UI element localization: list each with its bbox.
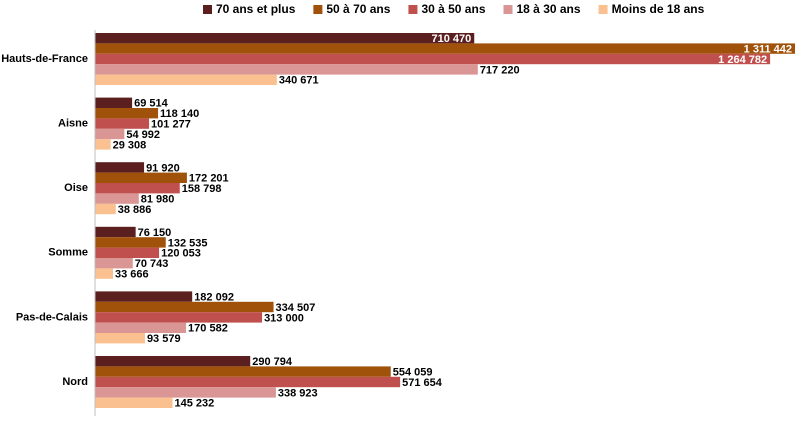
legend-swatch	[313, 5, 323, 14]
bar	[95, 53, 771, 65]
data-label: 554 059	[393, 367, 433, 379]
y-tick-label: Hauts-de-France	[1, 53, 88, 65]
legend-label: 70 ans et plus	[216, 2, 296, 16]
bar	[95, 312, 263, 323]
bar	[95, 247, 160, 258]
bar	[95, 64, 478, 75]
bar	[95, 387, 276, 398]
bar	[95, 108, 159, 119]
bar	[95, 333, 145, 344]
bar	[95, 268, 113, 279]
data-label: 132 535	[168, 237, 208, 249]
bar	[95, 366, 391, 377]
bar	[95, 322, 187, 333]
bar	[95, 193, 139, 204]
data-label: 158 798	[182, 183, 222, 195]
bar	[95, 139, 111, 150]
data-label: 710 470	[431, 33, 471, 45]
data-label: 91 920	[146, 162, 180, 174]
data-label: 170 582	[188, 323, 228, 335]
data-label: 717 220	[480, 64, 520, 76]
data-label: 338 923	[278, 387, 318, 399]
data-label: 313 000	[264, 312, 304, 324]
bar	[95, 33, 475, 44]
y-tick-label: Pas-de-Calais	[16, 311, 88, 323]
data-label: 290 794	[252, 356, 293, 368]
bar	[95, 237, 166, 248]
y-tick-label: Aisne	[58, 118, 88, 130]
data-label: 54 992	[126, 129, 160, 141]
data-label: 120 053	[161, 248, 201, 260]
y-tick-label: Somme	[48, 247, 88, 259]
data-label: 101 277	[151, 119, 191, 131]
bar	[95, 183, 180, 194]
legend-swatch	[598, 5, 608, 14]
legend-label: Moins de 18 ans	[612, 2, 705, 16]
bar	[95, 128, 125, 140]
data-label: 70 743	[135, 258, 169, 270]
legend-label: 18 à 30 ans	[517, 2, 581, 16]
data-label: 1 264 782	[718, 54, 767, 66]
bar	[95, 356, 251, 367]
data-label: 145 232	[175, 398, 215, 410]
bar	[95, 226, 136, 238]
bar	[95, 203, 116, 215]
data-label: 182 092	[194, 292, 234, 304]
bar	[95, 301, 274, 313]
data-label: 29 308	[113, 139, 147, 151]
bar	[95, 376, 401, 388]
legend-swatch	[408, 5, 418, 14]
bar	[95, 43, 795, 54]
bar	[95, 397, 173, 408]
legend-swatch	[503, 5, 513, 14]
y-tick-label: Nord	[62, 376, 88, 388]
bar	[95, 162, 145, 173]
bar	[95, 74, 277, 85]
data-label: 334 507	[276, 302, 316, 314]
data-label: 1 311 442	[744, 44, 792, 56]
bar	[95, 291, 193, 302]
data-label: 172 201	[189, 173, 229, 185]
data-label: 118 140	[160, 108, 199, 120]
data-label: 340 671	[279, 75, 319, 87]
data-label: 76 150	[138, 227, 172, 239]
legend-swatch	[203, 5, 212, 14]
data-label: 81 980	[141, 194, 175, 206]
bar	[95, 258, 133, 269]
y-tick-label: Oise	[64, 182, 88, 194]
legend-label: 30 à 50 ans	[421, 2, 485, 16]
data-label: 33 666	[115, 269, 149, 281]
bar	[95, 118, 150, 129]
bar	[95, 97, 133, 108]
data-label: 571 654	[402, 377, 443, 389]
data-label: 93 579	[147, 333, 181, 345]
data-label: 69 514	[134, 98, 169, 110]
bar	[95, 172, 187, 183]
legend-label: 50 à 70 ans	[326, 2, 390, 16]
data-label: 38 886	[118, 204, 152, 216]
